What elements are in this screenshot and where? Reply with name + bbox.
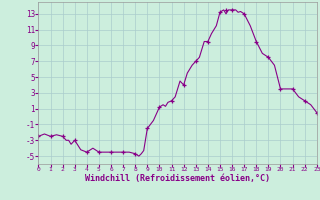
X-axis label: Windchill (Refroidissement éolien,°C): Windchill (Refroidissement éolien,°C) [85, 174, 270, 183]
